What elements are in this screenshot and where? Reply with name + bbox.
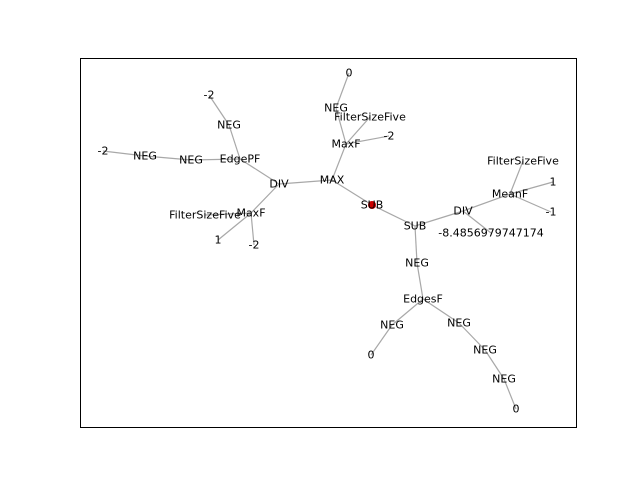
node-label-n13: MaxF <box>331 138 360 151</box>
edge-n9-n12 <box>250 212 255 246</box>
node-label-n30: NEG <box>473 344 497 357</box>
node-label-n9: MaxF <box>236 207 265 220</box>
node-label-n19: DIV <box>453 205 473 218</box>
edge-n19-n24 <box>462 210 492 234</box>
edge-n31-n32 <box>503 378 517 410</box>
edge-n4-n5 <box>144 155 192 161</box>
edge-n13-n16 <box>345 116 371 145</box>
node-label-n4: NEG <box>179 154 203 167</box>
edge-n19-n20 <box>462 193 511 212</box>
node-label-n2: DIV <box>269 178 289 191</box>
edge-n3-n4 <box>190 158 241 161</box>
node-label-n10: FilterSizeFive <box>169 209 241 222</box>
edge-n18-n25 <box>414 225 418 264</box>
node-label-n27: NEG <box>380 319 404 332</box>
node-label-n24: -8.4856979747174 <box>438 227 543 240</box>
node-label-n1: MAX <box>320 174 345 187</box>
edge-n29-n30 <box>458 322 486 351</box>
node-label-n8: -2 <box>204 89 215 102</box>
edge-n2-n3 <box>239 158 280 185</box>
node-label-n18: SUB <box>404 220 427 233</box>
node-label-n15: 0 <box>346 67 353 80</box>
node-label-n25: NEG <box>405 257 429 270</box>
node-label-n14: NEG <box>324 102 348 115</box>
edge-n20-n22 <box>509 181 554 195</box>
labels-layer: SUBMAXDIVEdgePFNEGNEG-2NEG-2MaxFFilterSi… <box>98 67 560 416</box>
edge-n27-n28 <box>370 324 393 356</box>
edge-n26-n27 <box>391 298 424 326</box>
edge-n3-n7 <box>228 124 241 160</box>
node-label-n28: 0 <box>368 349 375 362</box>
edge-n13-n17 <box>345 135 390 145</box>
edge-n9-n10 <box>204 212 252 216</box>
plot-frame <box>80 58 577 428</box>
node-label-n29: NEG <box>447 317 471 330</box>
node-label-n0: SUB <box>361 199 384 212</box>
node-label-n21: FilterSizeFive <box>487 155 559 168</box>
node-label-n5: NEG <box>133 150 157 163</box>
edge-n7-n8 <box>208 94 230 126</box>
edges-layer <box>102 72 554 410</box>
edge-n14-n15 <box>335 72 350 109</box>
node-label-n23: -1 <box>546 206 557 219</box>
edge-n26-n29 <box>422 298 460 324</box>
node-label-n22: 1 <box>550 176 557 189</box>
edge-n0-n18 <box>371 204 416 227</box>
edge-n18-n19 <box>414 210 464 227</box>
root-node-marker <box>368 201 376 209</box>
node-label-n7: NEG <box>217 119 241 132</box>
edge-n2-n9 <box>250 183 280 214</box>
edge-n25-n26 <box>416 262 424 300</box>
edge-n9-n11 <box>217 212 252 241</box>
edge-n20-n21 <box>509 160 524 195</box>
node-label-n16: FilterSizeFive <box>334 111 406 124</box>
edge-n30-n31 <box>484 349 505 380</box>
edge-n13-n14 <box>335 107 347 145</box>
node-label-n31: NEG <box>492 373 516 386</box>
node-label-n3: EdgePF <box>220 153 261 166</box>
node-label-n17: -2 <box>384 130 395 143</box>
edge-n5-n6 <box>102 150 146 157</box>
edge-n1-n13 <box>331 143 347 181</box>
node-label-n11: 1 <box>215 234 222 247</box>
edge-n0-n1 <box>331 179 373 206</box>
node-label-n26: EdgesF <box>403 293 443 306</box>
node-label-n6: -2 <box>98 145 109 158</box>
edge-n20-n23 <box>509 193 552 213</box>
node-label-n32: 0 <box>513 403 520 416</box>
edge-n1-n2 <box>278 179 333 185</box>
node-label-n20: MeanF <box>492 188 528 201</box>
node-label-n12: -2 <box>249 239 260 252</box>
